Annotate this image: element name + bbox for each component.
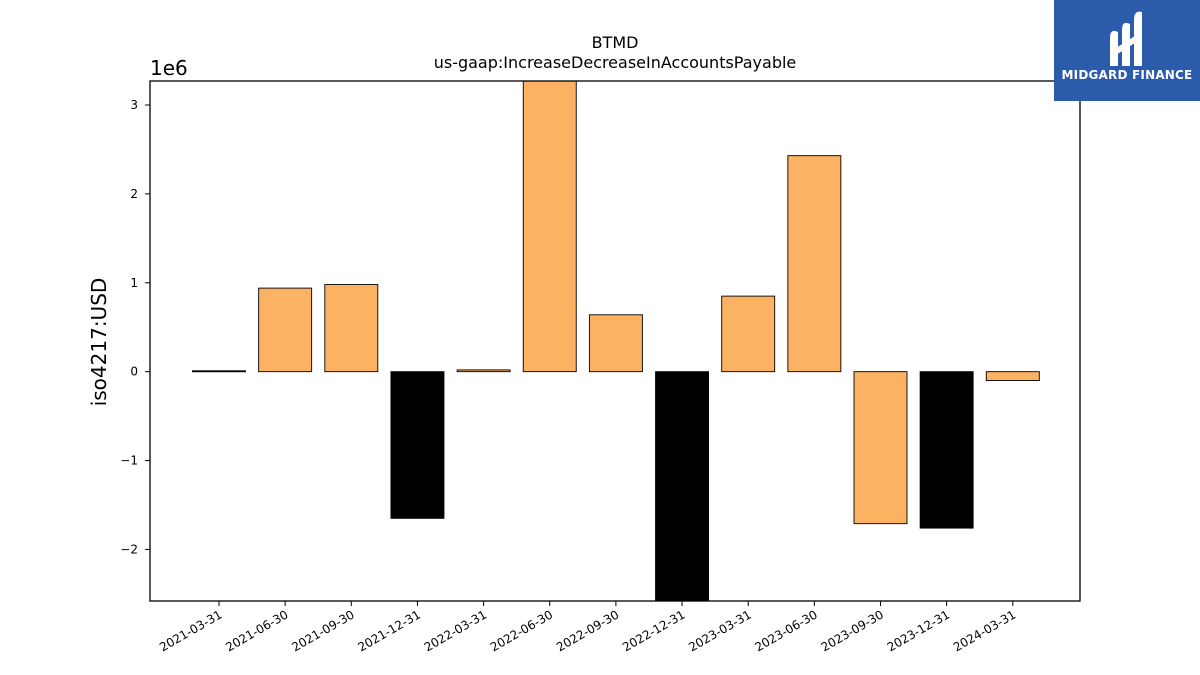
bar-2021-09-30	[324, 284, 379, 373]
bar-2023-09-30	[853, 371, 908, 525]
bar-2023-03-31	[721, 295, 776, 373]
plot-frame	[149, 80, 1081, 602]
midgard-finance-logo: MIDGARD FINANCE	[1054, 0, 1200, 101]
y-tick-label: 0	[130, 365, 138, 379]
y-tick-label: 2	[130, 187, 138, 201]
x-tick-label: 2023-09-30	[819, 607, 886, 654]
bar-2021-03-31	[192, 370, 246, 373]
bar-2022-03-31	[456, 369, 511, 373]
x-tick-label: 2021-03-31	[157, 607, 224, 654]
bar-2021-12-31	[390, 371, 445, 519]
x-tick-label: 2021-06-30	[223, 607, 290, 654]
x-tick-label: 2021-09-30	[289, 607, 356, 654]
x-tick-label: 2022-12-31	[620, 607, 687, 654]
chart-title: BTMD	[592, 33, 639, 52]
y-multiplier-label: 1e6	[150, 56, 188, 80]
bar-2022-09-30	[588, 314, 643, 373]
y-tick-label: −1	[120, 454, 138, 468]
y-tick-label: 3	[130, 98, 138, 112]
midgard-logo-icon	[1110, 11, 1142, 66]
logo-text: MIDGARD FINANCE	[1061, 68, 1193, 82]
x-tick-label: 2023-03-31	[686, 607, 753, 654]
x-tick-label: 2024-03-31	[951, 607, 1018, 654]
chart-subtitle: us-gaap:IncreaseDecreaseInAccountsPayabl…	[434, 53, 797, 72]
y-axis-label: iso4217:USD	[87, 278, 111, 407]
bar-2022-06-30	[522, 81, 577, 373]
y-tick-label: −2	[120, 542, 138, 556]
bar-2021-06-30	[258, 287, 313, 373]
bar-2022-12-31	[655, 371, 709, 601]
bar-2023-06-30	[787, 155, 842, 373]
bar-2024-03-31	[985, 371, 1040, 382]
x-tick-label: 2022-09-30	[554, 607, 621, 654]
bar-2023-12-31	[919, 371, 974, 529]
x-tick-label: 2022-06-30	[488, 607, 555, 654]
x-tick-label: 2023-12-31	[885, 607, 952, 654]
x-tick-label: 2023-06-30	[752, 607, 819, 654]
y-tick-label: 1	[130, 276, 138, 290]
x-tick-label: 2022-03-31	[422, 607, 489, 654]
x-tick-label: 2021-12-31	[356, 607, 423, 654]
